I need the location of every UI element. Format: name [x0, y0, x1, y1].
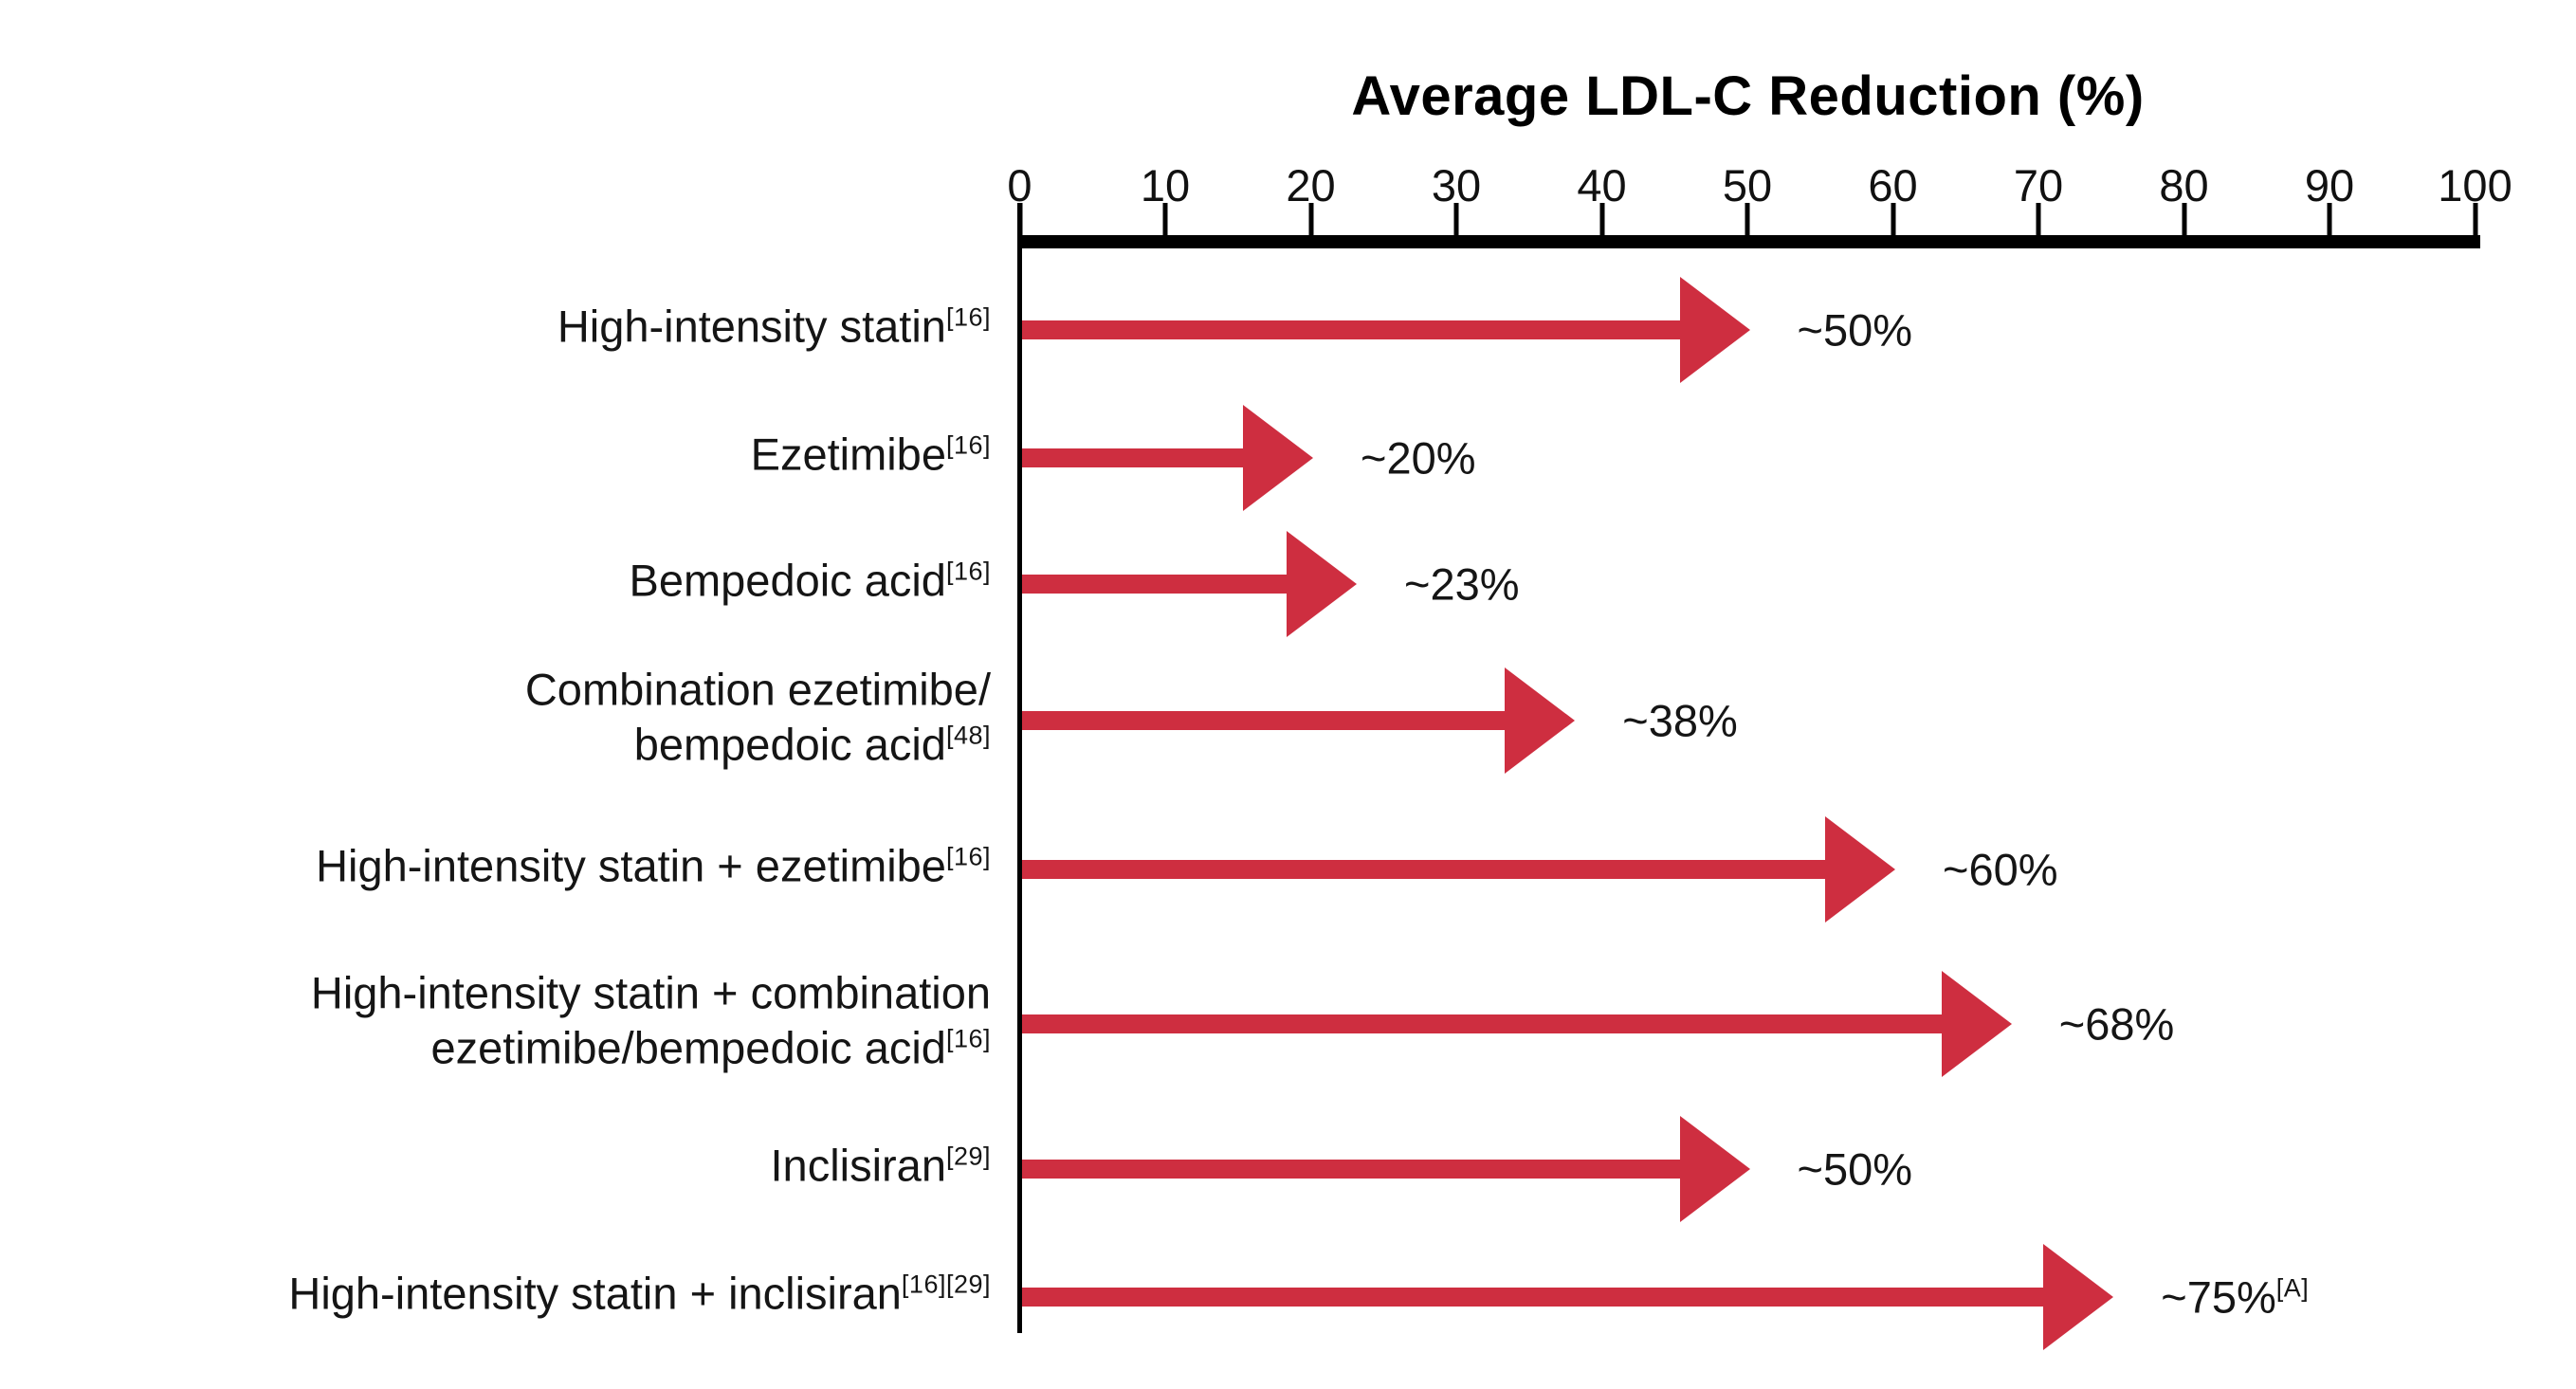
arrow-shaft	[1022, 1014, 1942, 1033]
arrow-bar	[1022, 1116, 1750, 1222]
reference-superscript: [48]	[945, 721, 991, 750]
category-label-line: High-intensity statin + inclisiran[16][2…	[288, 1268, 991, 1319]
value-label: ~50%	[1797, 1143, 1913, 1195]
x-axis-tick-label: 40	[1577, 160, 1627, 210]
arrow-bar	[1022, 531, 1358, 637]
x-axis-tick-label: 20	[1286, 160, 1336, 210]
arrow-head-icon	[1941, 971, 2012, 1077]
x-axis-tick	[1453, 203, 1459, 235]
x-axis-tick-label: 90	[2304, 160, 2355, 210]
x-axis-tick-label: 70	[2013, 160, 2064, 210]
arrow-shaft	[1022, 320, 1680, 339]
arrow-shaft	[1022, 1160, 1680, 1179]
category-label-line: ezetimibe/bempedoic acid[16]	[430, 1022, 991, 1073]
x-axis-tick	[2473, 203, 2477, 235]
value-superscript: [A]	[2275, 1273, 2310, 1303]
value-label: ~38%	[1622, 695, 1738, 746]
arrow-shaft	[1022, 860, 1825, 879]
category-label-line: bempedoic acid[48]	[633, 719, 991, 770]
x-axis-tick	[2182, 203, 2186, 235]
category-label: High-intensity statin + combination ezeti…	[311, 966, 991, 1083]
x-axis-tick	[1017, 203, 1022, 235]
arrow-bar	[1022, 971, 2012, 1077]
x-axis-tick-label: 10	[1140, 160, 1191, 210]
reference-superscript: [16]	[945, 557, 991, 586]
x-axis-tick-label: 80	[2159, 160, 2209, 210]
arrow-bar	[1022, 405, 1313, 511]
reference-superscript: [16]	[945, 302, 991, 332]
arrow-shaft	[1022, 1288, 2044, 1307]
category-label-line: Ezetimibe[16]	[750, 429, 991, 480]
category-label: High-intensity statin + ezetimibe[16]	[316, 839, 991, 901]
reference-superscript: [16][29]	[901, 1270, 991, 1299]
category-label: High-intensity statin + inclisiran[16][2…	[288, 1267, 991, 1328]
value-label: ~20%	[1361, 432, 1476, 484]
category-label: High-intensity statin[16]	[557, 300, 991, 361]
category-label: Bempedoic acid[16]	[630, 554, 991, 615]
value-label: ~75%[A]	[2161, 1271, 2310, 1323]
reference-superscript: [16]	[945, 1024, 991, 1053]
category-label-line: Combination ezetimibe/	[524, 664, 991, 715]
arrow-head-icon	[1287, 531, 1358, 637]
arrow-shaft	[1022, 448, 1243, 467]
category-label-line: High-intensity statin + combination	[310, 967, 991, 1018]
arrow-bar	[1022, 1244, 2114, 1350]
y-axis-line	[1017, 203, 1022, 1333]
x-axis-tick-label: 0	[1007, 160, 1032, 210]
arrow-head-icon	[1243, 405, 1313, 511]
arrow-head-icon	[1679, 1116, 1750, 1222]
x-axis-tick-label: 30	[1431, 160, 1482, 210]
value-label: ~68%	[2058, 998, 2175, 1050]
arrow-head-icon	[1505, 667, 1576, 774]
x-axis-tick-label: 60	[1868, 160, 1918, 210]
category-label-line: High-intensity statin + ezetimibe[16]	[316, 840, 991, 891]
reference-superscript: [16]	[945, 430, 991, 460]
arrow-head-icon	[2043, 1244, 2114, 1350]
arrow-shaft	[1022, 575, 1288, 594]
category-label-line: Bempedoic acid[16]	[629, 555, 991, 606]
reference-superscript: [29]	[945, 1142, 991, 1171]
category-label: Inclisiran[29]	[771, 1139, 992, 1200]
x-axis-tick	[1162, 203, 1168, 235]
arrow-bar	[1022, 277, 1750, 383]
x-axis-tick-label: 50	[1722, 160, 1773, 210]
category-label-line: Inclisiran[29]	[770, 1140, 991, 1191]
category-label: Ezetimibe[16]	[751, 428, 991, 489]
arrow-head-icon	[1825, 816, 1895, 923]
arrow-bar	[1022, 667, 1576, 774]
x-axis-tick	[1891, 203, 1895, 235]
value-label: ~60%	[1943, 844, 2058, 895]
x-axis-tick	[1599, 203, 1604, 235]
value-label: ~50%	[1797, 304, 1913, 356]
category-label-line: High-intensity statin[16]	[557, 301, 991, 352]
arrow-shaft	[1022, 711, 1506, 730]
x-axis-tick	[1745, 203, 1750, 235]
x-axis-line	[1017, 235, 2480, 248]
arrow-bar	[1022, 816, 1895, 923]
value-label: ~23%	[1404, 558, 1520, 610]
x-axis-tick	[1308, 203, 1313, 235]
category-label: Combination ezetimibe/bempedoic acid[48]	[525, 663, 991, 779]
x-axis-tick	[2036, 203, 2041, 235]
chart-title: Average LDL-C Reduction (%)	[1351, 65, 2145, 127]
x-axis-tick-label: 100	[2438, 160, 2512, 210]
arrow-head-icon	[1679, 277, 1750, 383]
x-axis-tick	[2327, 203, 2332, 235]
reference-superscript: [16]	[945, 842, 991, 871]
